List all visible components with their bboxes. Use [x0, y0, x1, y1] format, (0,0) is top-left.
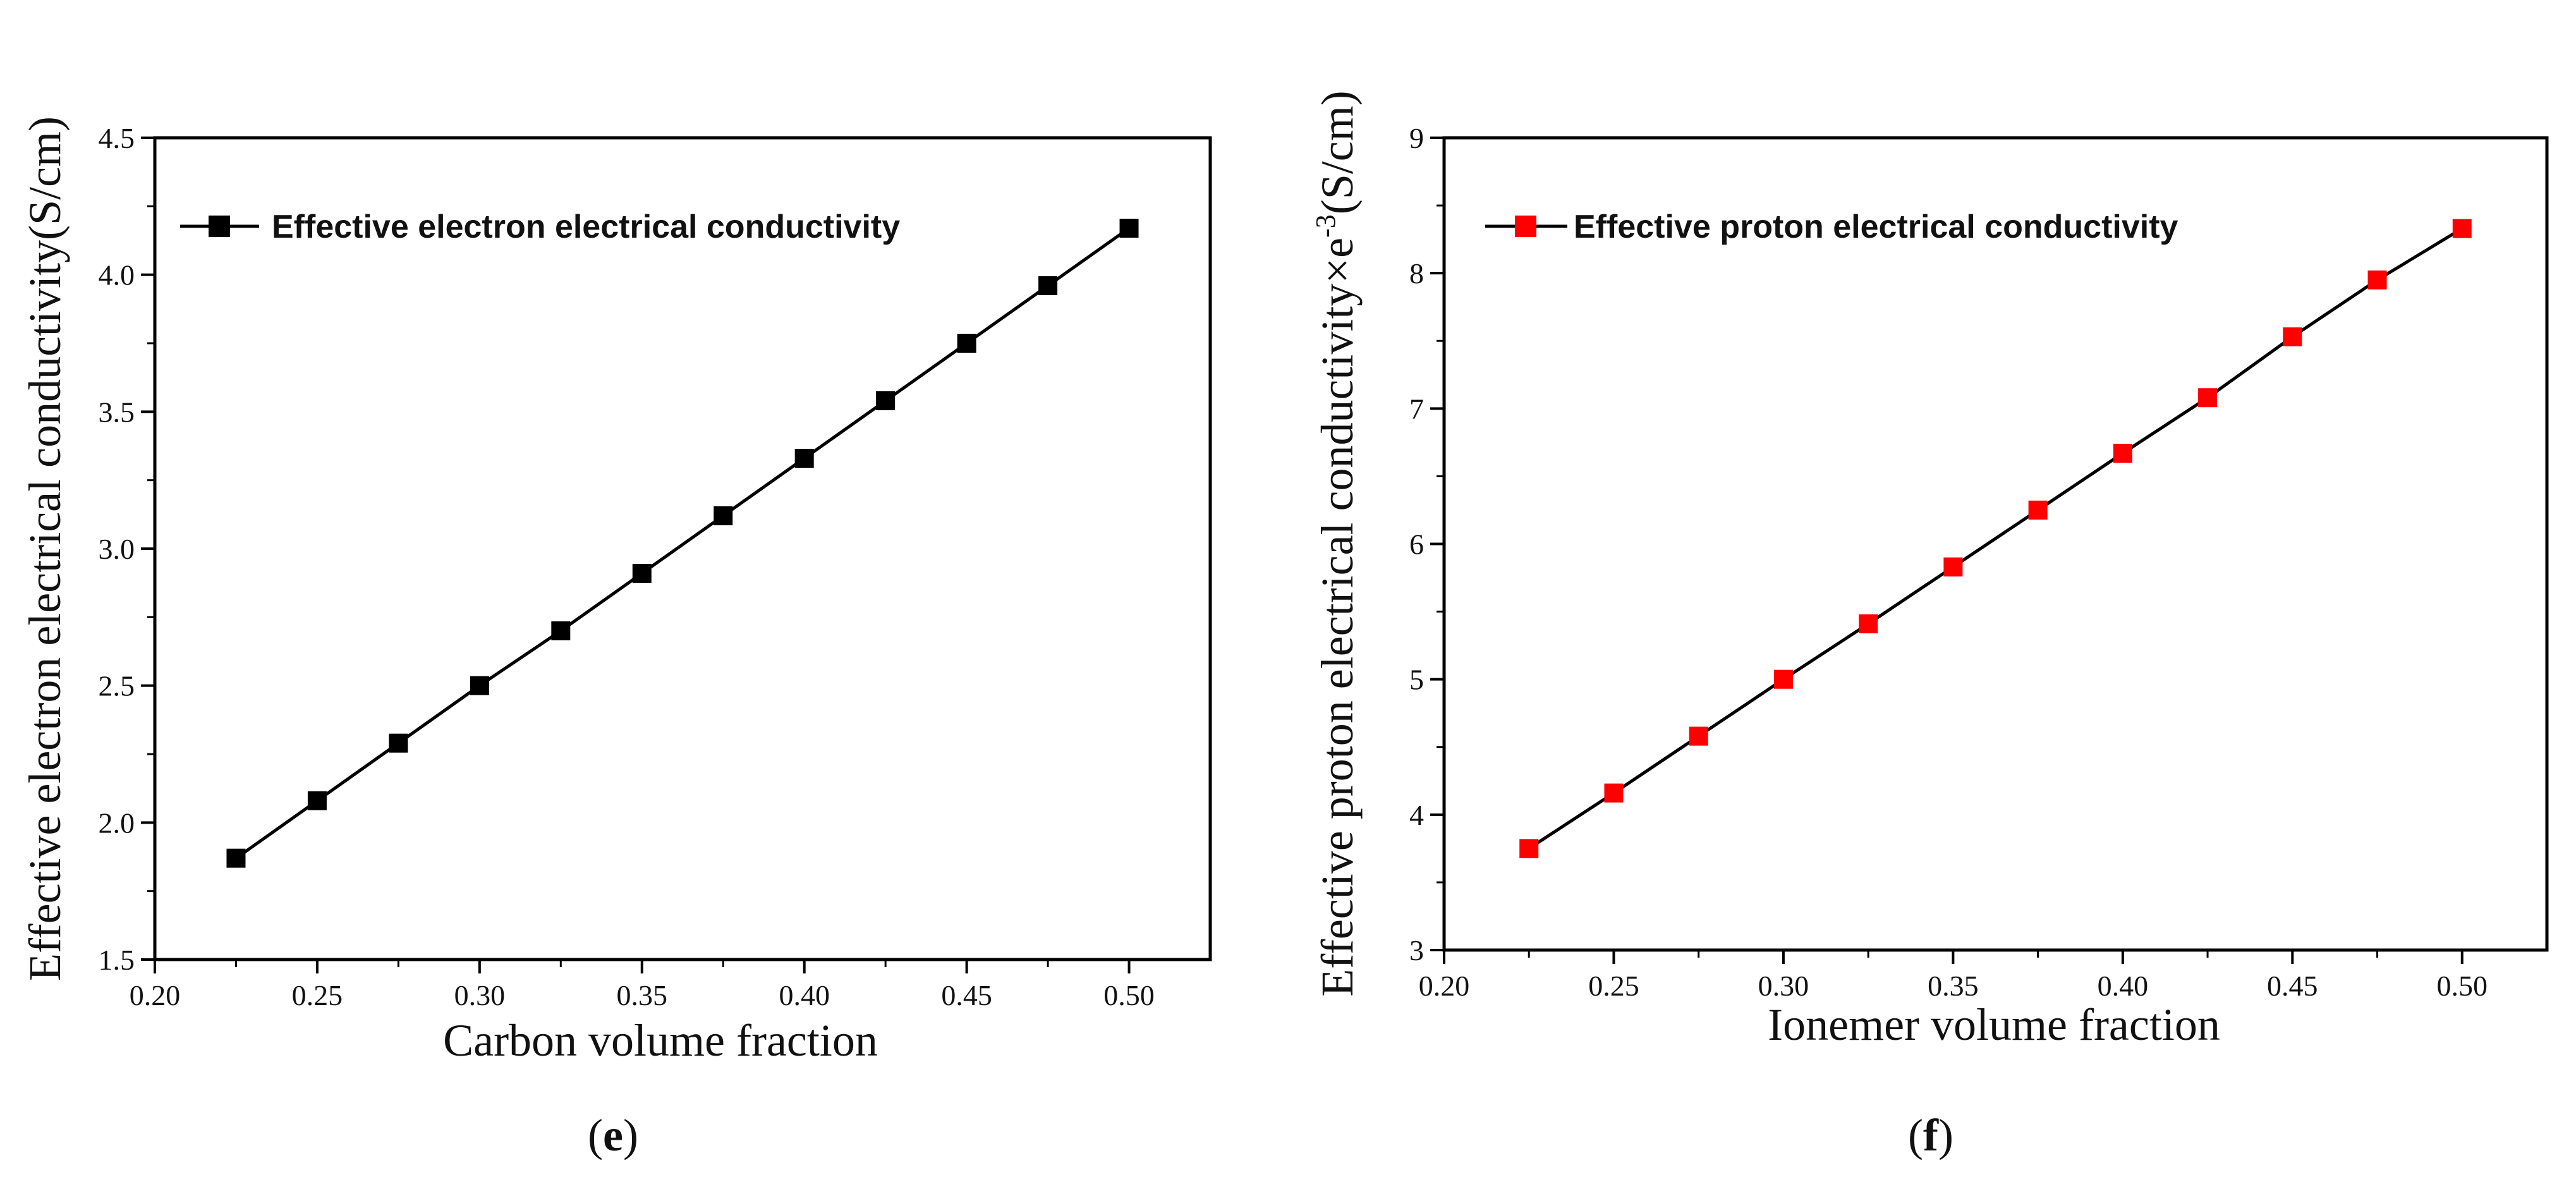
y-axis-title-f-main: Effective proton electrical conductivity… [1312, 238, 1363, 997]
y-tick-label-e: 3.5 [99, 396, 135, 428]
panel-label-e: (e) [588, 1110, 638, 1161]
panel-e: 0.20 0.25 0.30 0.35 0.40 0.45 0.50 1.5 2.0 2.5 3.0… [20, 116, 1212, 1161]
data-point-f [2028, 500, 2048, 520]
legend-marker-f [1515, 216, 1536, 237]
panel-label-f-close: ) [1938, 1110, 1953, 1161]
y-tick-label-f: 5 [1409, 664, 1424, 696]
data-point-e [226, 848, 246, 868]
data-point-f [2113, 444, 2132, 463]
tick-marks-e [141, 137, 1131, 973]
series-line-e [235, 226, 1130, 860]
legend-f: Effective proton electrical conductivity [1485, 209, 2178, 245]
legend-label-f: Effective proton electrical conductivity [1574, 209, 2178, 245]
x-tick-label-f: 0.45 [2267, 970, 2318, 1002]
y-tick-label-f: 8 [1409, 257, 1424, 290]
legend-marker-e [209, 216, 230, 237]
panel-f: 0.20 0.25 0.30 0.35 0.40 0.45 0.50 3 4 5 6 7 8 9 Effe… [1310, 90, 2549, 1161]
panel-label-f: (f) [1908, 1110, 1953, 1161]
tick-labels-f: 0.20 0.25 0.30 0.35 0.40 0.45 0.50 3 4 5 6 7 8 9 [1409, 122, 2488, 1002]
data-point-e [876, 391, 896, 410]
data-point-f [2198, 388, 2218, 408]
y-tick-label-f: 3 [1409, 934, 1424, 966]
y-tick-label-e: 2.5 [99, 670, 135, 702]
plot-frame-f [1442, 136, 2549, 952]
data-point-f [1604, 783, 1624, 803]
y-axis-title-e-main: Effective electron electrical conductivi… [20, 116, 70, 981]
legend-e: Effective electron electrical conductivi… [180, 209, 900, 245]
x-tick-label-f: 0.50 [2437, 970, 2488, 1002]
y-tick-label-e: 2.0 [99, 807, 135, 839]
x-tick-label-e: 0.50 [1103, 979, 1155, 1011]
data-point-e [714, 506, 733, 525]
data-point-f [1689, 726, 1708, 746]
series-line-f [1528, 227, 2464, 850]
y-tick-label-f: 7 [1409, 393, 1424, 425]
panel-label-e-letter: e [603, 1110, 623, 1161]
data-point-f [1859, 614, 1878, 633]
panel-label-e-close: ) [623, 1110, 638, 1161]
data-point-e [1038, 276, 1058, 295]
tick-labels-e: 0.20 0.25 0.30 0.35 0.40 0.45 0.50 1.5 2.0 2.5 3.0… [99, 122, 1155, 1011]
data-point-f [1519, 839, 1539, 858]
x-tick-label-e: 0.35 [617, 979, 668, 1011]
data-point-e [470, 676, 489, 695]
y-tick-label-e: 1.5 [99, 944, 135, 976]
y-axis-title-f-tail: (S/cm) [1312, 90, 1363, 214]
data-point-e [632, 564, 652, 583]
legend-label-e: Effective electron electrical conductivi… [272, 209, 900, 245]
x-tick-label-e: 0.45 [941, 979, 992, 1011]
x-tick-label-f: 0.35 [1928, 970, 1979, 1002]
panel-label-e-open: ( [588, 1110, 603, 1161]
x-axis-title-f: Ionemer volume fraction [1768, 999, 2220, 1050]
y-tick-label-f: 9 [1409, 122, 1424, 154]
y-axis-title-f-sup: -3 [1310, 214, 1341, 238]
y-tick-label-e: 4.0 [99, 259, 135, 291]
y-axis-title-e: Effective electron electrical conductivi… [20, 116, 70, 981]
data-point-e [1119, 219, 1139, 238]
y-tick-label-e: 4.5 [99, 122, 135, 154]
series-e [226, 219, 1139, 868]
x-tick-label-f: 0.40 [2098, 970, 2149, 1002]
data-point-f [2367, 270, 2387, 290]
x-tick-label-e: 0.25 [292, 979, 343, 1011]
y-tick-label-e: 3.0 [99, 533, 135, 565]
x-tick-label-e: 0.20 [130, 979, 181, 1011]
x-tick-label-f: 0.25 [1588, 970, 1639, 1002]
y-tick-label-f: 6 [1409, 528, 1424, 561]
data-point-e [389, 733, 408, 753]
series-f [1519, 219, 2472, 858]
x-tick-label-f: 0.30 [1758, 970, 1809, 1002]
panel-label-f-letter: f [1923, 1110, 1939, 1161]
data-point-f [2283, 327, 2302, 346]
data-point-f [2452, 219, 2472, 238]
plot-frame-e [153, 136, 1212, 961]
x-tick-label-e: 0.40 [779, 979, 830, 1011]
data-point-e [307, 791, 327, 810]
data-point-e [551, 621, 571, 640]
y-tick-label-f: 4 [1409, 799, 1424, 831]
data-point-e [957, 334, 976, 353]
x-tick-label-f: 0.20 [1419, 970, 1470, 1002]
x-tick-label-e: 0.30 [454, 979, 506, 1011]
data-point-f [1773, 669, 1793, 689]
x-axis-title-e: Carbon volume fraction [443, 1015, 878, 1066]
y-axis-title-f: Effective proton electrical conductivity… [1310, 90, 1363, 996]
panel-label-f-open: ( [1908, 1110, 1923, 1161]
tick-marks-f [1430, 137, 2464, 964]
data-point-f [1943, 557, 1963, 576]
data-point-e [794, 449, 814, 468]
